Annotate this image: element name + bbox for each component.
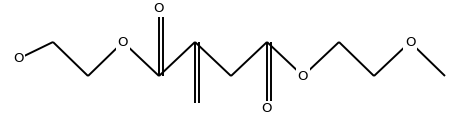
Text: O: O [118,36,128,48]
Text: O: O [13,53,23,65]
Text: O: O [405,36,415,48]
Text: O: O [262,103,272,116]
Text: O: O [154,2,164,15]
Text: O: O [298,70,308,82]
